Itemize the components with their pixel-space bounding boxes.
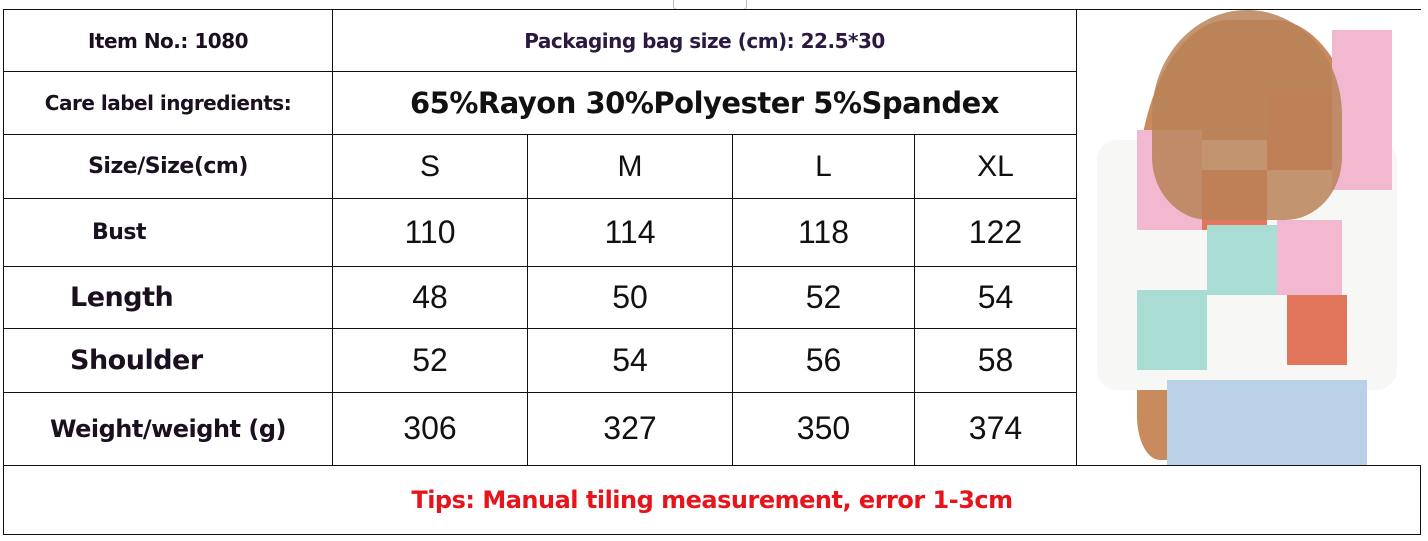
care-label-label: Care label ingredients: — [3, 71, 333, 136]
row-label: Weight/weight (g) — [3, 391, 333, 467]
cell-value: 306 — [332, 391, 528, 467]
cell-value: 50 — [527, 265, 733, 329]
size-header-row: Size/Size(cm) S M L XL — [3, 134, 1421, 200]
row-label: Bust — [3, 198, 333, 267]
cell-value: 374 — [914, 391, 1077, 467]
cell-value: 54 — [914, 265, 1077, 329]
cell-value: 350 — [732, 391, 915, 467]
cell-value: 118 — [732, 198, 915, 267]
size-s: S — [332, 134, 528, 200]
table-row: Bust 110 114 118 122 — [3, 198, 1421, 267]
row-label: Shoulder — [3, 327, 333, 393]
row-label: Length — [3, 265, 333, 329]
cell-value: 58 — [914, 327, 1077, 393]
size-l: L — [732, 134, 915, 200]
measurement-tips: Tips: Manual tiling measurement, error 1… — [3, 465, 1421, 535]
size-header-label: Size/Size(cm) — [3, 134, 333, 200]
product-photo-cell — [1076, 9, 1421, 466]
cell-value: 52 — [332, 327, 528, 393]
fabric-ingredients: 65%Rayon 30%Polyester 5%Spandex — [332, 71, 1077, 136]
item-number: Item No.: 1080 — [3, 8, 333, 73]
cell-value: 48 — [332, 265, 528, 329]
product-photo — [1077, 10, 1421, 465]
cell-value: 122 — [914, 198, 1077, 267]
cell-value: 114 — [527, 198, 733, 267]
size-chart-table: Item No.: 1080 Packaging bag size (cm): … — [3, 8, 1421, 535]
table-row: Shoulder 52 54 56 58 — [3, 327, 1421, 393]
cell-value: 52 — [732, 265, 915, 329]
cell-value: 56 — [732, 327, 915, 393]
cell-value: 54 — [527, 327, 733, 393]
packaging-size: Packaging bag size (cm): 22.5*30 — [332, 8, 1077, 73]
size-m: M — [527, 134, 733, 200]
cell-value: 110 — [332, 198, 528, 267]
cell-value: 327 — [527, 391, 733, 467]
size-xl: XL — [914, 134, 1077, 200]
table-row: Weight/weight (g) 306 327 350 374 — [3, 391, 1421, 467]
